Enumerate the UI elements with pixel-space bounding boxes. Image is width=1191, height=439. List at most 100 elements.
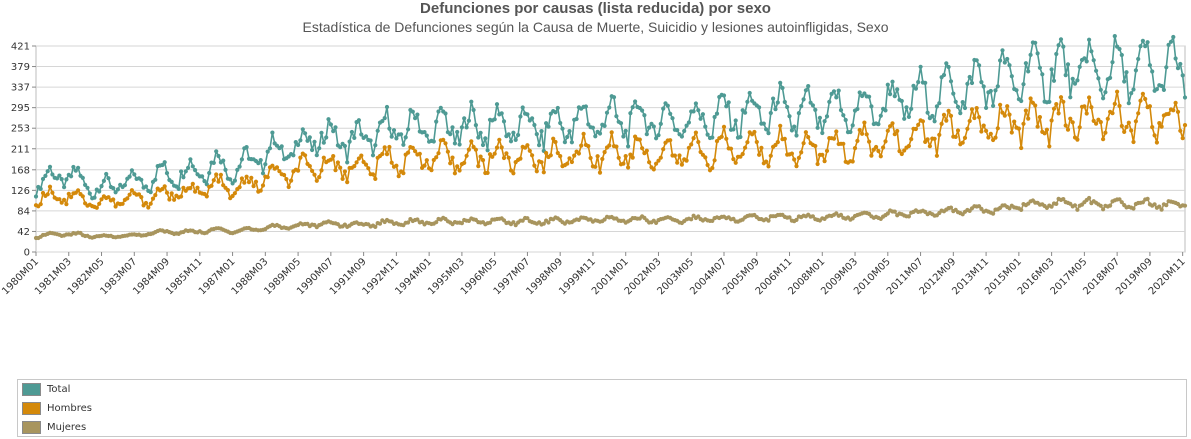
data-point [422, 163, 427, 168]
data-point [555, 150, 560, 156]
data-point [775, 140, 780, 145]
data-point [312, 172, 317, 177]
data-point [525, 216, 530, 221]
data-point [626, 165, 631, 170]
data-point [1005, 56, 1010, 62]
data-point [370, 153, 376, 158]
data-point [1175, 109, 1181, 114]
legend-item-mujeres[interactable]: Mujeres [18, 418, 1186, 437]
data-point [314, 178, 319, 183]
data-point [296, 142, 301, 148]
data-point [265, 175, 270, 180]
data-point [920, 119, 926, 124]
data-point [373, 224, 378, 229]
data-point [148, 201, 153, 206]
data-point [370, 172, 376, 177]
data-point [1037, 115, 1042, 120]
data-point [59, 200, 64, 205]
data-point [73, 168, 78, 173]
data-point [413, 149, 418, 154]
data-point [263, 162, 268, 167]
data-point [55, 176, 60, 181]
data-point [1101, 207, 1106, 212]
data-point [600, 156, 605, 162]
data-point [852, 146, 858, 151]
data-point [597, 170, 603, 175]
data-point [1068, 95, 1073, 100]
data-point [216, 153, 221, 159]
data-point [714, 111, 720, 116]
data-point [466, 147, 471, 152]
data-point [611, 95, 617, 100]
data-point [179, 169, 184, 174]
data-point [874, 144, 879, 150]
data-point [1124, 70, 1129, 75]
data-point [738, 134, 743, 140]
data-point [909, 137, 914, 142]
data-point [506, 132, 511, 137]
data-point [99, 197, 104, 202]
data-point [455, 164, 460, 169]
data-point [50, 172, 55, 177]
data-point [937, 132, 942, 137]
data-point [1016, 126, 1022, 131]
data-point [111, 186, 116, 191]
data-point [218, 172, 223, 177]
data-point [1082, 104, 1087, 109]
data-point [960, 140, 965, 145]
y-tick-label: 421 [11, 42, 30, 53]
data-point [621, 134, 626, 139]
data-point [960, 100, 965, 105]
data-point [644, 148, 649, 153]
data-point [354, 160, 359, 165]
data-point [326, 117, 331, 122]
data-point [1087, 195, 1092, 201]
data-point [1002, 113, 1007, 118]
data-point [876, 148, 881, 154]
data-point [986, 135, 991, 140]
data-point [1070, 76, 1075, 81]
data-point [1063, 123, 1068, 128]
data-point [415, 112, 420, 117]
data-point [569, 159, 575, 165]
legend-item-hombres[interactable]: Hombres [18, 399, 1186, 418]
data-point [207, 170, 212, 176]
data-point [700, 112, 706, 117]
data-point [307, 164, 312, 169]
y-tick-label: 295 [11, 103, 30, 114]
legend-item-total[interactable]: Total [18, 380, 1186, 399]
data-point [111, 197, 116, 202]
data-point [1140, 91, 1145, 96]
data-point [1112, 101, 1117, 106]
data-point [693, 101, 699, 106]
data-point [937, 101, 942, 106]
data-point [623, 128, 628, 133]
data-point [764, 159, 769, 164]
data-point [1054, 201, 1059, 206]
data-point [296, 168, 301, 173]
data-point [941, 72, 947, 78]
data-point [347, 139, 352, 144]
data-point [647, 160, 652, 165]
data-point [1101, 96, 1106, 101]
legend-swatch-mujeres [22, 421, 41, 434]
data-point [62, 185, 67, 190]
data-point [881, 145, 886, 150]
data-point [841, 141, 846, 146]
data-point [211, 160, 216, 165]
data-point [415, 217, 420, 222]
data-point [525, 112, 530, 117]
data-point [883, 139, 888, 144]
data-point [1138, 44, 1143, 49]
data-point [527, 148, 532, 153]
data-point [537, 143, 542, 148]
data-point [223, 167, 228, 172]
data-point [1044, 127, 1049, 132]
data-point [553, 139, 558, 145]
data-point [342, 143, 347, 149]
data-point [1023, 61, 1028, 66]
data-point [366, 166, 371, 171]
data-point [1040, 72, 1045, 77]
data-point [188, 185, 193, 191]
data-point [993, 135, 998, 140]
